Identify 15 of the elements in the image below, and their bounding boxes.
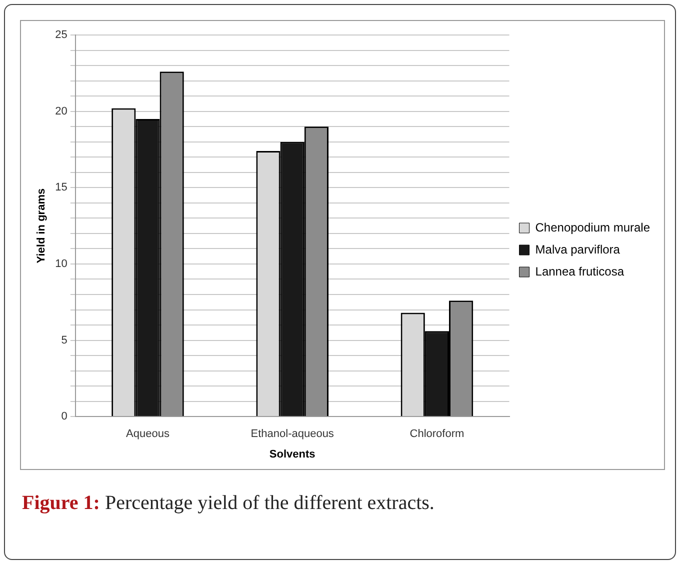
- legend-label: Chenopodium murale: [535, 220, 650, 234]
- y-tick-label: 20: [55, 105, 68, 118]
- x-tick-label: Aqueous: [126, 428, 170, 440]
- y-tick-label: 10: [55, 258, 68, 270]
- legend-label: Malva parviflora: [535, 242, 620, 256]
- y-tick-label: 25: [55, 29, 68, 42]
- y-tick-label: 5: [61, 334, 68, 346]
- x-tick-label: Chloroform: [410, 428, 464, 440]
- legend-label: Lannea fruticosa: [535, 264, 624, 278]
- x-axis-title: Solvents: [269, 448, 316, 460]
- caption: Figure 1: Percentage yield of the different extracts.: [22, 492, 434, 515]
- y-tick-label: 15: [55, 182, 68, 194]
- x-tick-label: Ethanol-aqueous: [250, 428, 334, 440]
- y-axis-title: Yield in grams: [36, 188, 48, 264]
- y-tick-label: 0: [61, 410, 68, 423]
